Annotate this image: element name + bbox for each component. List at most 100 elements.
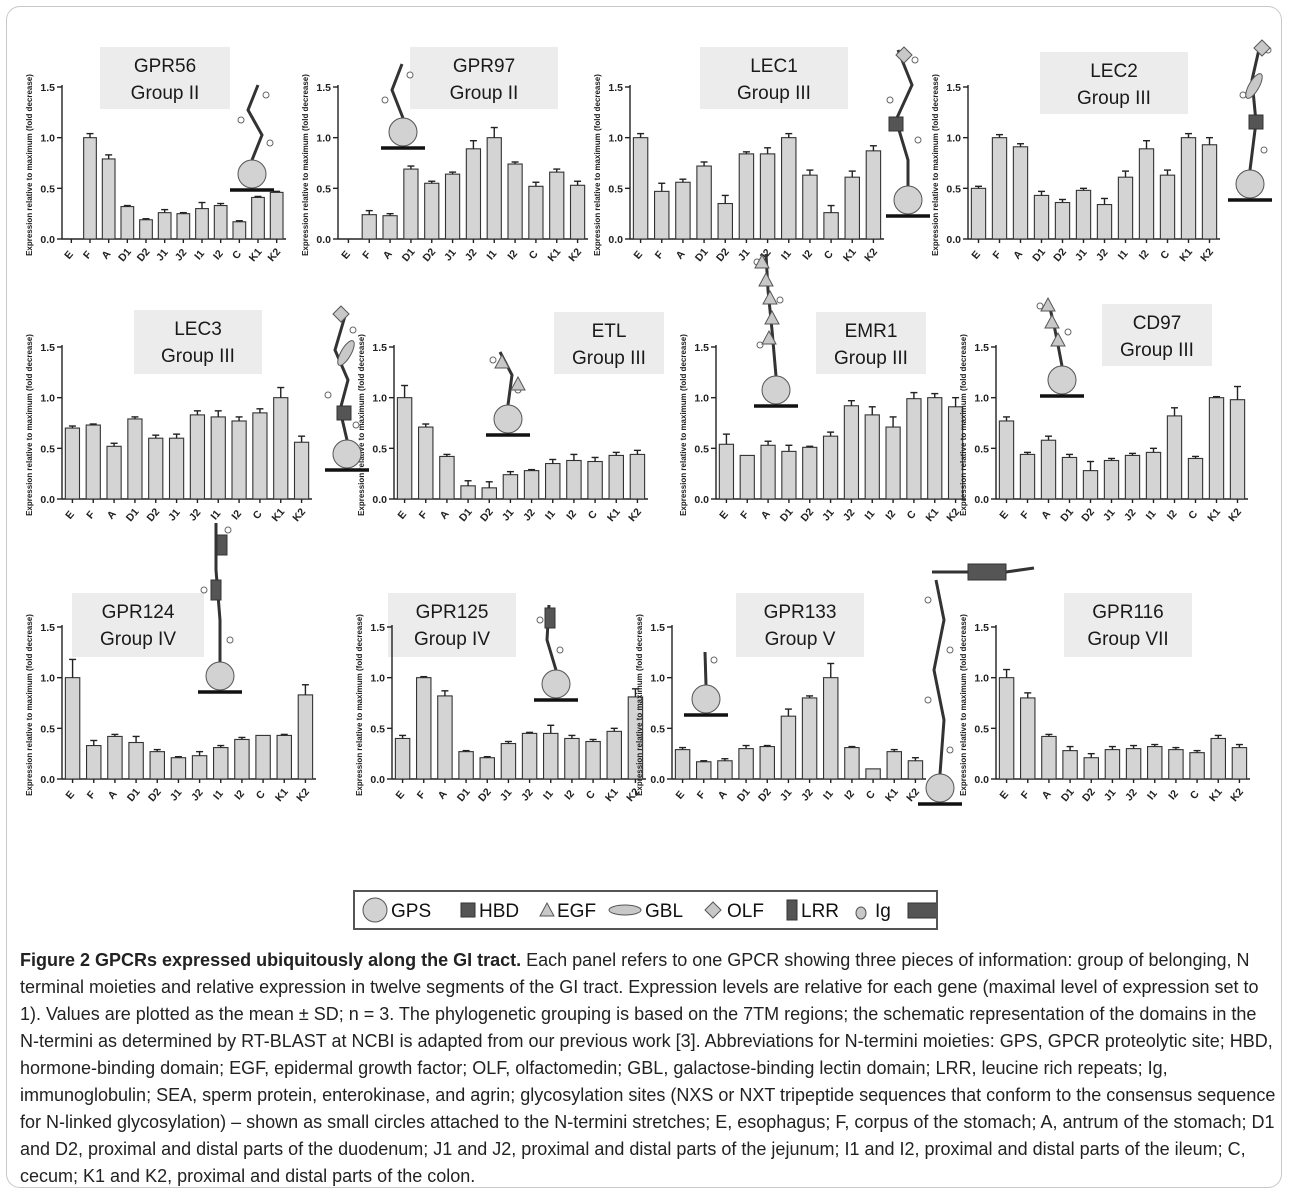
gbl-domain [1245,73,1263,99]
panel-title: LEC1 [750,56,798,77]
bar [1103,459,1120,500]
panel-subtitle: Group III [161,346,235,367]
x-tick-label: A [674,248,688,262]
bar [1138,148,1155,240]
x-tick-label: I2 [232,788,247,803]
caption-body: Each panel refers to one GPCR showing th… [20,950,1276,1186]
domain-legend: GPSHBDEGFGBLOLFLRRIgSEAGlycosylation sit… [353,890,1133,930]
lrr-domain [544,607,556,629]
x-tick-label: F [1019,508,1033,521]
panel-label-box [134,310,262,374]
x-tick-label: K2 [566,246,584,264]
bar [213,205,228,240]
x-tick-label: K1 [270,506,288,524]
glycosylation-site [406,71,414,79]
y-tick-label: 1.0 [974,393,989,405]
bar [927,397,943,500]
bar [507,163,523,240]
bar [998,677,1015,780]
bar [107,735,123,780]
y-axis-label: Expression relative to maximum (fold dec… [301,74,310,256]
gps-domain [332,439,362,469]
bar [1201,144,1218,240]
protein-chain [1046,299,1064,367]
olf-domain [1253,39,1271,57]
bar [654,190,670,240]
x-tick-label: K1 [603,786,621,804]
y-axis-label: Expression relative to maximum (fold dec… [25,334,34,516]
figure-frame [6,6,1282,1188]
bar [396,397,413,500]
x-tick-label: F [360,248,374,261]
glycosylation-site [911,56,919,64]
bar [1208,397,1225,500]
x-tick-label: C [230,248,244,262]
y-tick-label: 1.5 [946,82,961,94]
legend-label: EGF [557,901,596,922]
bar [759,746,775,780]
panel-label-box [700,47,848,109]
x-tick-label: D1 [1058,506,1076,524]
bar [276,734,292,780]
y-tick-label: 1.5 [974,622,989,634]
olf-domain [332,305,350,323]
bar [802,446,818,500]
x-tick-label: K1 [1177,246,1195,264]
panel-subtitle: Group II [450,83,519,104]
bar [83,137,97,240]
protein-chain [246,84,264,161]
bar [273,397,289,500]
y-tick-label: 1.0 [370,673,385,685]
glycosylation-site [924,696,932,704]
x-tick-label: I1 [209,508,224,523]
y-tick-label: 0.5 [372,443,387,455]
y-tick-label: 0.5 [974,443,989,455]
bar [864,414,880,500]
x-tick-label: A [381,248,395,262]
x-tick-label: C [586,508,600,522]
glycosylation-site [886,96,894,104]
x-tick-label: I2 [883,508,898,523]
bar [844,176,860,240]
legend-label: OLF [727,901,764,922]
x-tick-label: J2 [189,787,206,804]
glycosylation-site [556,646,564,654]
chart-panel-gpr133: GPR133 Group V 0.0 0.5 1.0 1.5 Expression rela… [635,593,926,804]
y-tick-label: 1.5 [372,342,387,354]
y-tick-label: 0.0 [40,234,55,246]
y-tick-label: 0.5 [608,183,623,195]
x-tick-label: E [997,509,1011,522]
x-tick-label: F [695,788,709,801]
bar [439,455,455,500]
bar [416,677,432,780]
bar [802,174,818,240]
gps-domain [691,684,721,714]
y-tick-label: 1.5 [40,82,55,94]
y-tick-label: 0.0 [608,234,623,246]
bar [101,158,116,240]
x-tick-label: E [63,509,77,522]
egf-domain [494,353,510,369]
panel-title: ETL [592,321,627,342]
chart-panel-gpr97: GPR97 Group II 0.0 0.5 1.0 1.5 Expression rela… [301,47,588,264]
egf-domain [1044,313,1060,329]
y-tick-label: 1.0 [40,133,55,145]
panel-subtitle: Group III [572,348,646,369]
x-tick-label: D1 [116,246,134,264]
y-tick-label: 1.0 [946,133,961,145]
bar [481,487,497,500]
x-tick-label: J2 [841,507,858,524]
bar [148,437,164,500]
glycosylation-site [1064,328,1072,336]
bar [738,153,755,240]
x-tick-label: E [631,249,645,262]
bar [64,427,81,500]
bar [696,165,712,240]
x-tick-label: F [415,788,429,801]
bar [232,221,247,240]
panel-title: GPR124 [102,602,175,623]
chart-panel-emr1: EMR1 Group III 0.0 0.5 1.0 1.5 Expression rela… [679,312,966,524]
ig-oval-icon [855,906,867,920]
y-tick-label: 0.0 [370,774,385,786]
x-tick-label: C [822,248,836,262]
